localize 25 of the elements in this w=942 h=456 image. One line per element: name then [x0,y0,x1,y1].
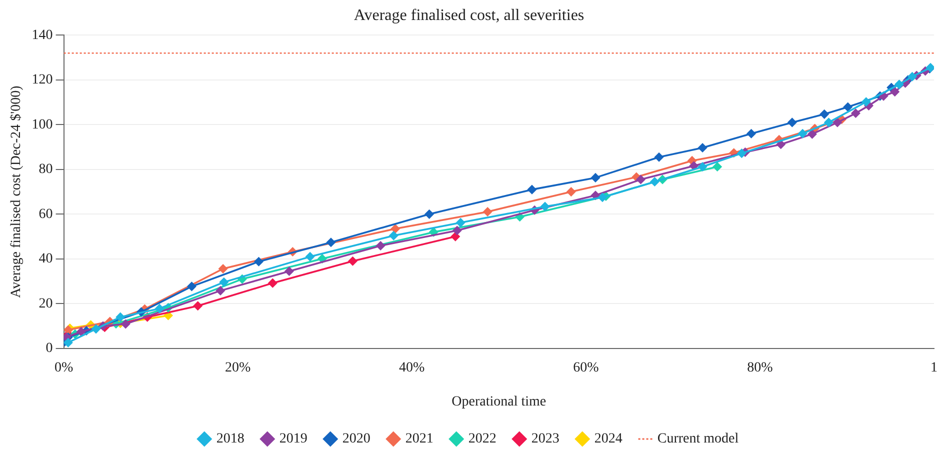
legend-label: 2023 [531,432,560,447]
legend-label: 2019 [279,432,308,447]
y-tick-label: 60 [38,206,53,222]
x-tick-label: 60% [573,360,600,376]
y-tick-label: 140 [32,28,53,43]
x-tick-label: 40% [399,360,426,376]
x-axis-title: Operational time [452,394,546,410]
x-tick-label: 0% [54,360,74,376]
chart-title: Average finalised cost, all severities [354,6,584,24]
x-tick-label: 1 [930,360,938,376]
y-tick-label: 0 [46,341,53,356]
y-tick-label: 40 [38,252,53,267]
legend-label: 2020 [342,432,370,447]
legend-label: 2018 [216,432,244,447]
legend-label: 2022 [468,432,496,447]
y-tick-label: 80 [38,162,53,178]
legend-label: 2021 [405,432,434,447]
y-tick-label: 100 [32,117,53,132]
x-tick-label: 20% [225,360,252,376]
y-axis-title: Average finalised cost (Dec-24 $'000) [9,85,24,298]
legend-label: 2024 [594,432,622,447]
legend-label: Current model [657,432,739,447]
y-tick-label: 120 [32,72,53,88]
y-tick-label: 20 [38,296,53,312]
x-tick-label: 80% [747,360,774,376]
